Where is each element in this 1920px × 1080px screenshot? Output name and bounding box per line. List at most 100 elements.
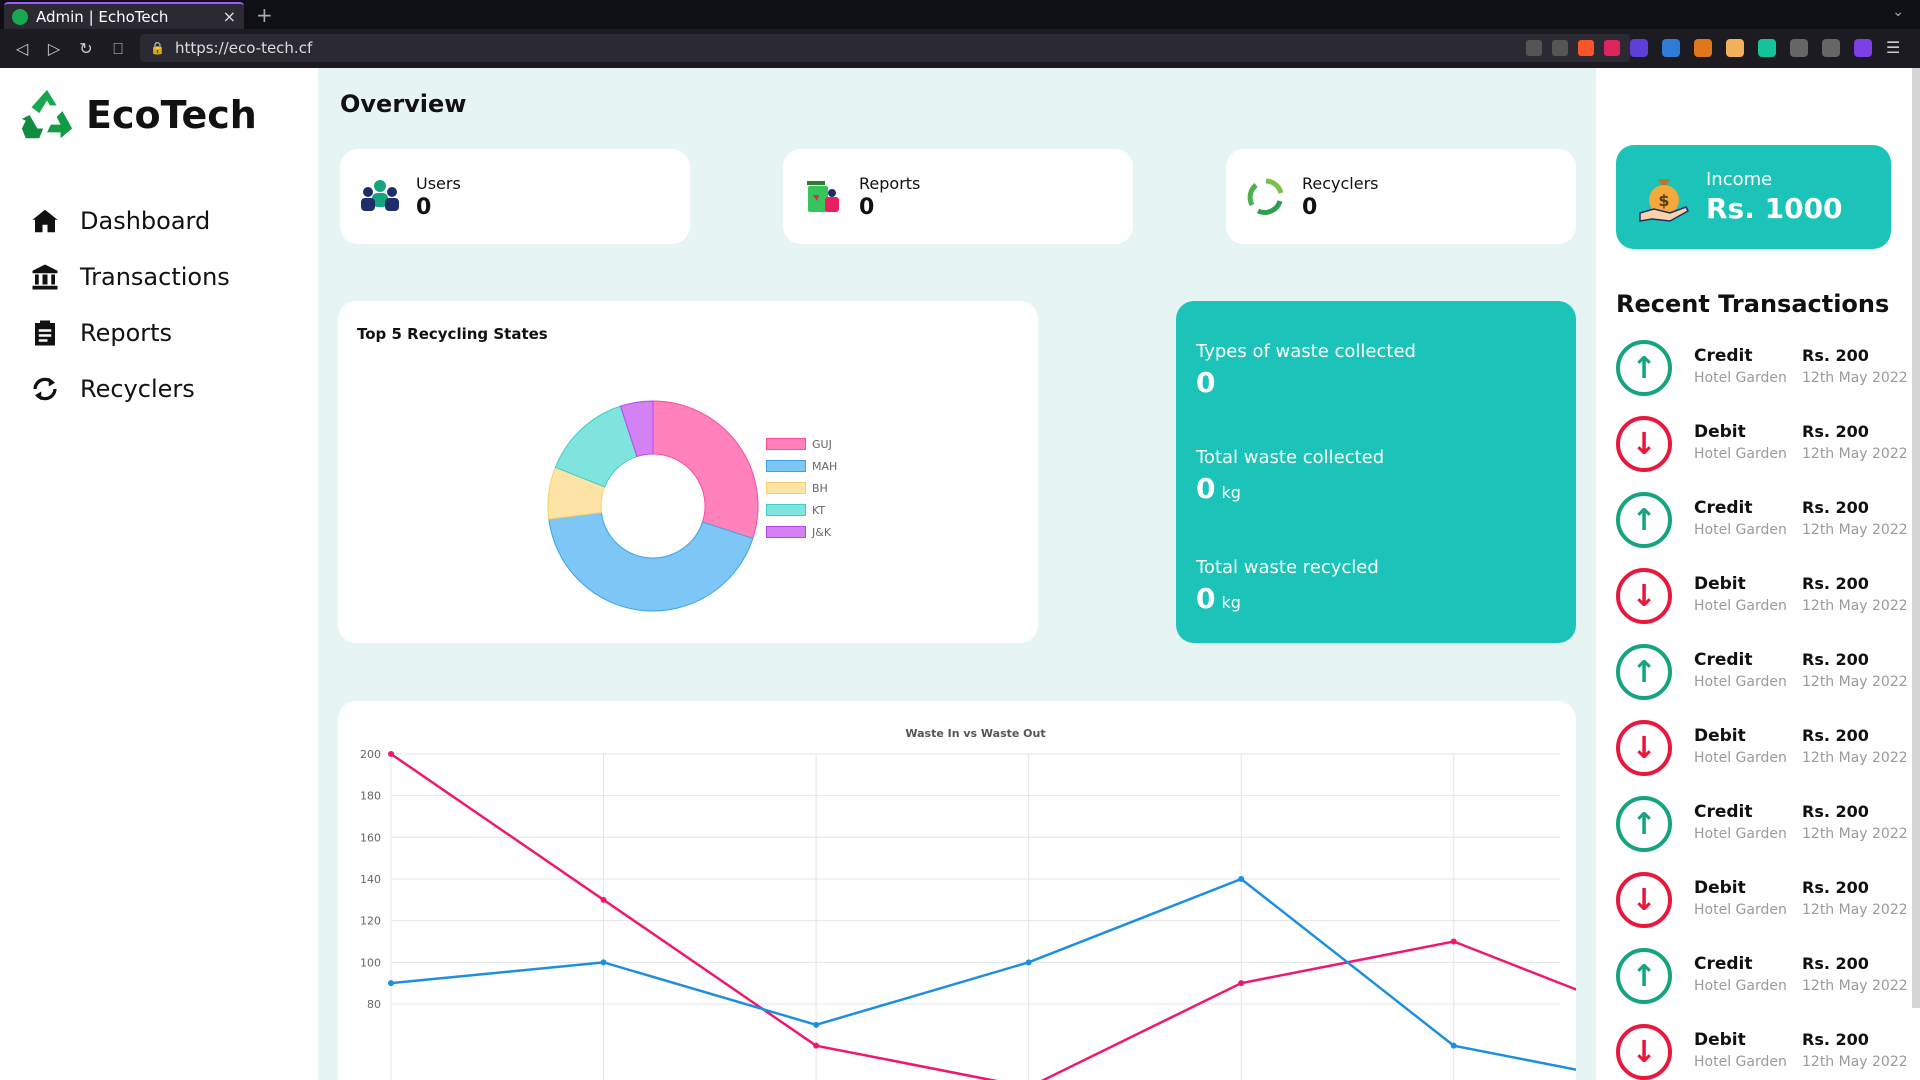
sidebar-item-label: Transactions [80,263,230,291]
url-text[interactable]: https://eco-tech.cf [174,39,313,57]
pie-chart-title: Top 5 Recycling States [357,325,548,343]
sidebar-item-label: Dashboard [80,207,211,235]
waste-types-value: 0 [1196,366,1216,399]
transaction-row[interactable]: ↑ Credit Hotel Garden Rs. 200 12th May 2022 [1616,796,1916,872]
sidebar-item-recyclers[interactable]: Recyclers [30,361,230,417]
data-point[interactable] [1238,980,1245,987]
transaction-amount: Rs. 200 [1802,726,1869,745]
wallet-icon[interactable] [1822,39,1840,57]
extension-icon[interactable] [1630,39,1648,57]
main-content: Overview Users 0 Reports 0 Recyclers [318,68,1596,1080]
forward-icon[interactable]: ▷ [47,39,61,58]
address-bar[interactable]: 🔒 https://eco-tech.cf [140,34,1630,62]
grammarly-icon[interactable] [1758,39,1776,57]
transaction-row[interactable]: ↑ Credit Hotel Garden Rs. 200 12th May 2022 [1616,340,1916,416]
back-icon[interactable]: ◁ [15,39,29,58]
transaction-amount: Rs. 200 [1802,422,1869,441]
transaction-date: 12th May 2022 [1802,978,1908,994]
reload-icon[interactable]: ↻ [79,39,93,58]
recycle-icon [1247,178,1284,215]
browser-nav-bar: ◁ ▷ ↻ ⎕ 🔒 https://eco-tech.cf ☰ [0,29,1920,68]
stat-label: Reports [859,173,921,193]
data-point[interactable] [1025,959,1032,966]
tab-list-icon[interactable]: ⌄ [1892,4,1904,20]
arrow-down-icon: ↓ [1616,568,1672,624]
transaction-row[interactable]: ↓ Debit Hotel Garden Rs. 200 12th May 2022 [1616,568,1916,644]
data-point[interactable] [600,896,607,903]
transaction-date: 12th May 2022 [1802,674,1908,690]
arrow-down-icon: ↓ [1616,416,1672,472]
sidebar-item-label: Reports [80,319,173,347]
transaction-party: Hotel Garden [1694,826,1787,842]
sidebar-menu: Dashboard Transactions Reports Recyclers [30,193,230,417]
transaction-type: Debit [1694,726,1746,746]
money-bag-icon: $ [1639,179,1689,222]
lock-icon: 🔒 [150,41,165,55]
transaction-row[interactable]: ↑ Credit Hotel Garden Rs. 200 12th May 2022 [1616,948,1916,1024]
tab-close-icon[interactable]: × [222,7,236,26]
data-point[interactable] [1238,876,1245,882]
legend-item[interactable]: J&K [766,521,837,543]
data-point[interactable] [1450,938,1457,945]
extensions-puzzle-icon[interactable] [1790,39,1808,57]
brave-rewards-icon[interactable] [1604,40,1620,56]
doughnut-chart [547,400,759,612]
qr-icon[interactable] [1552,40,1568,56]
recycling-states-card: Top 5 Recycling States GUJ MAH BH KT J&K [338,301,1038,643]
metamask-icon[interactable] [1694,39,1712,57]
transaction-row[interactable]: ↓ Debit Hotel Garden Rs. 200 12th May 2022 [1616,872,1916,948]
stat-card-recyclers: Recyclers 0 [1226,149,1576,244]
bookmark-icon[interactable]: ⎕ [113,38,123,58]
income-card: $ Income Rs. 1000 [1616,145,1891,249]
pie-slice-jk[interactable] [619,400,654,458]
site-favicon-icon [12,8,28,25]
legend-item[interactable]: MAH [766,455,837,477]
transaction-row[interactable]: ↑ Credit Hotel Garden Rs. 200 12th May 2022 [1616,492,1916,568]
transaction-amount: Rs. 200 [1802,802,1869,821]
data-point[interactable] [388,751,394,757]
transaction-row[interactable]: ↓ Debit Hotel Garden Rs. 200 12th May 2022 [1616,720,1916,796]
waste-recycled-stat: Total waste recycled 0 kg [1196,557,1379,615]
extension-icon[interactable] [1662,39,1680,57]
transaction-type: Credit [1694,346,1753,366]
data-point[interactable] [813,1042,820,1049]
transaction-amount: Rs. 200 [1802,574,1869,593]
tab-title: Admin | EchoTech [36,7,169,26]
pie-slice-guj[interactable] [652,400,759,540]
scrollbar[interactable] [1912,68,1920,1008]
data-point[interactable] [1450,1042,1457,1049]
reader-icon[interactable] [1526,40,1542,56]
data-point[interactable] [388,980,394,987]
waste-collected-stat: Total waste collected 0 kg [1196,447,1384,505]
transaction-amount: Rs. 200 [1802,498,1869,517]
extension-icon[interactable] [1726,39,1744,57]
svg-text:$: $ [1658,191,1669,210]
brand[interactable]: EcoTech [18,86,257,144]
transaction-row[interactable]: ↑ Credit Hotel Garden Rs. 200 12th May 2022 [1616,644,1916,720]
menu-icon[interactable]: ☰ [1886,38,1901,57]
legend-item[interactable]: BH [766,477,837,499]
vpn-icon[interactable] [1854,39,1872,57]
legend-swatch [766,504,806,516]
brave-shield-icon[interactable] [1578,40,1594,56]
data-point[interactable] [600,959,607,966]
sidebar-item-transactions[interactable]: Transactions [30,249,230,305]
income-value: Rs. 1000 [1706,192,1843,225]
y-tick-label: 120 [360,915,381,928]
legend-item[interactable]: KT [766,499,837,521]
data-point[interactable] [813,1021,820,1028]
transaction-row[interactable]: ↓ Debit Hotel Garden Rs. 200 12th May 2022 [1616,416,1916,492]
arrow-down-icon: ↓ [1616,1024,1672,1080]
sidebar-item-reports[interactable]: Reports [30,305,230,361]
pie-slice-mah[interactable] [548,511,754,612]
transaction-party: Hotel Garden [1694,902,1787,918]
legend-item[interactable]: GUJ [766,433,837,455]
stat-card-users: Users 0 [340,149,690,244]
transaction-row[interactable]: ↓ Debit Hotel Garden Rs. 200 12th May 2022 [1616,1024,1916,1080]
y-tick-label: 80 [367,998,381,1011]
browser-tab[interactable]: Admin | EchoTech × [4,2,244,29]
sidebar-item-dashboard[interactable]: Dashboard [30,193,230,249]
transaction-type: Debit [1694,574,1746,594]
legend-label: GUJ [812,437,832,451]
new-tab-icon[interactable]: + [256,3,273,27]
